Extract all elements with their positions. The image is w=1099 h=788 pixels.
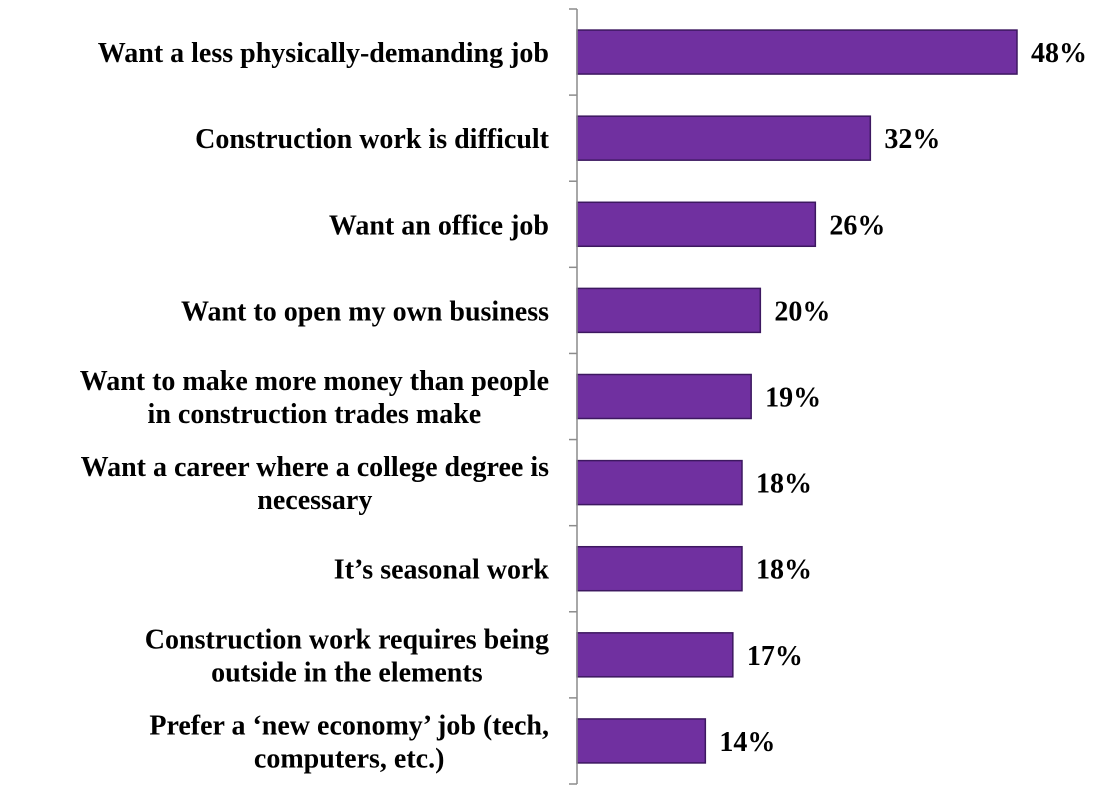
category-label-line: Want to open my own business <box>181 296 549 327</box>
bar <box>576 201 817 248</box>
category-label-line: Want to make more money than people <box>80 366 549 397</box>
category-label: Construction work is difficult <box>195 124 550 155</box>
value-label: 18% <box>756 555 812 586</box>
category-label-line: It’s seasonal work <box>334 555 550 586</box>
value-label: 32% <box>884 124 940 155</box>
category-label-line: Want a career where a college degree is <box>81 452 549 483</box>
category-label-line: Construction work requires being <box>145 624 549 655</box>
value-label: 14% <box>719 727 775 758</box>
axis-ticks <box>569 8 577 785</box>
bar <box>576 373 752 420</box>
category-label: Want to open my own business <box>181 296 549 327</box>
category-label: Want to make more money than people in co… <box>80 366 549 430</box>
bar <box>576 545 743 592</box>
category-label-line: Want an office job <box>329 210 549 241</box>
value-label: 26% <box>829 210 885 241</box>
category-label: Prefer a ‘new economy’ job (tech, compute… <box>149 710 549 774</box>
value-label: 48% <box>1031 38 1087 69</box>
category-label-line: in construction trades make <box>148 399 482 430</box>
category-labels: Want a less physically-demanding job Cons… <box>80 38 550 774</box>
category-label: Want a less physically-demanding job <box>98 38 549 69</box>
bar <box>576 287 762 334</box>
bar <box>576 718 707 764</box>
category-label-line: Prefer a ‘new economy’ job (tech, <box>149 710 549 741</box>
bar <box>576 459 743 506</box>
category-label: Want an office job <box>329 210 549 241</box>
category-label: It’s seasonal work <box>334 555 550 586</box>
category-label-line: Construction work is difficult <box>195 124 550 155</box>
value-label: 17% <box>747 641 803 672</box>
category-label: Construction work requires being outside … <box>145 624 549 688</box>
value-labels: 48% 32% 26% 20% 19% 18% 18% 17% 14% <box>719 38 1087 758</box>
bar <box>576 115 872 161</box>
value-label: 19% <box>765 383 821 414</box>
value-label: 18% <box>756 469 812 500</box>
category-label-line: computers, etc.) <box>254 743 444 774</box>
category-label-line: necessary <box>257 485 372 516</box>
category-label-line: outside in the elements <box>211 657 483 688</box>
category-label-line: Want a less physically-demanding job <box>98 38 549 69</box>
value-label: 20% <box>774 296 830 327</box>
category-label: Want a career where a college degree is n… <box>81 452 549 516</box>
bar <box>576 29 1018 75</box>
bars <box>576 29 1018 764</box>
bar <box>576 632 734 678</box>
